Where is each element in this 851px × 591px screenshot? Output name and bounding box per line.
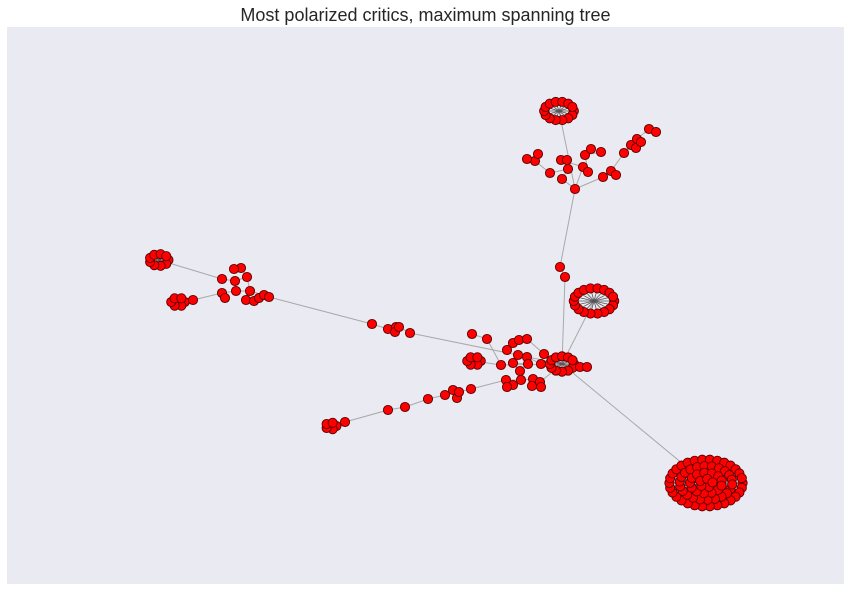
- node: [538, 348, 550, 360]
- node: [495, 359, 507, 371]
- node-bottom-right-ring: [727, 479, 738, 490]
- node: [244, 285, 256, 297]
- node: [610, 169, 622, 181]
- node: [579, 149, 591, 161]
- node: [219, 292, 231, 304]
- node: [263, 291, 275, 303]
- edge: [559, 188, 576, 268]
- node: [561, 154, 573, 166]
- node: [569, 183, 581, 195]
- node: [241, 271, 253, 283]
- node: [650, 126, 662, 138]
- node: [501, 344, 513, 356]
- node: [582, 166, 594, 178]
- node: [422, 393, 434, 405]
- node: [501, 381, 513, 393]
- node: [521, 333, 533, 345]
- node-bottom-right-ring: [707, 477, 718, 488]
- chart-title: Most polarized critics, maximum spanning…: [240, 5, 611, 25]
- node: [439, 389, 451, 401]
- node: [514, 365, 526, 377]
- node: [515, 374, 527, 386]
- node: [635, 136, 647, 148]
- node: [481, 333, 493, 345]
- edge: [470, 379, 507, 390]
- node: [507, 357, 519, 369]
- edge: [409, 332, 563, 365]
- node-bottom-left-ring: [327, 417, 338, 428]
- node-left-top-ring: [161, 251, 172, 262]
- node-left-mid-ring: [176, 293, 187, 304]
- edge: [561, 276, 566, 365]
- node: [581, 361, 593, 373]
- node: [532, 148, 544, 160]
- node-bottom-right-ring: [736, 473, 747, 484]
- node: [535, 381, 547, 393]
- edges-layer: [150, 101, 743, 507]
- edge: [574, 176, 604, 190]
- node-bottom-right-ring: [716, 480, 727, 491]
- node: [366, 318, 378, 330]
- node-center-hub: [567, 355, 578, 366]
- node: [595, 146, 607, 158]
- node-mid-right-ring: [607, 291, 619, 302]
- node: [556, 173, 568, 185]
- node: [393, 321, 405, 333]
- node: [466, 328, 478, 340]
- node: [216, 273, 228, 285]
- plot-area: [7, 27, 844, 584]
- node-top-ring: [567, 101, 578, 112]
- edge: [268, 296, 373, 325]
- node: [229, 275, 241, 287]
- node: [465, 383, 477, 395]
- network-graph: [145, 96, 748, 512]
- node: [544, 167, 556, 179]
- node: [230, 285, 242, 297]
- node: [559, 271, 571, 283]
- edge: [344, 409, 389, 423]
- node: [585, 143, 597, 155]
- node: [554, 261, 566, 273]
- node: [562, 163, 574, 175]
- nodes-layer: [145, 96, 748, 512]
- node: [228, 263, 240, 275]
- node-center-left-ring: [472, 352, 483, 363]
- node: [512, 349, 524, 361]
- node: [535, 358, 547, 370]
- node: [618, 147, 630, 159]
- node: [187, 294, 199, 306]
- node: [522, 358, 534, 370]
- node: [453, 386, 465, 398]
- node: [597, 171, 609, 183]
- node: [382, 404, 394, 416]
- node: [339, 416, 351, 428]
- node: [399, 401, 411, 413]
- node: [521, 153, 533, 165]
- node: [404, 327, 416, 339]
